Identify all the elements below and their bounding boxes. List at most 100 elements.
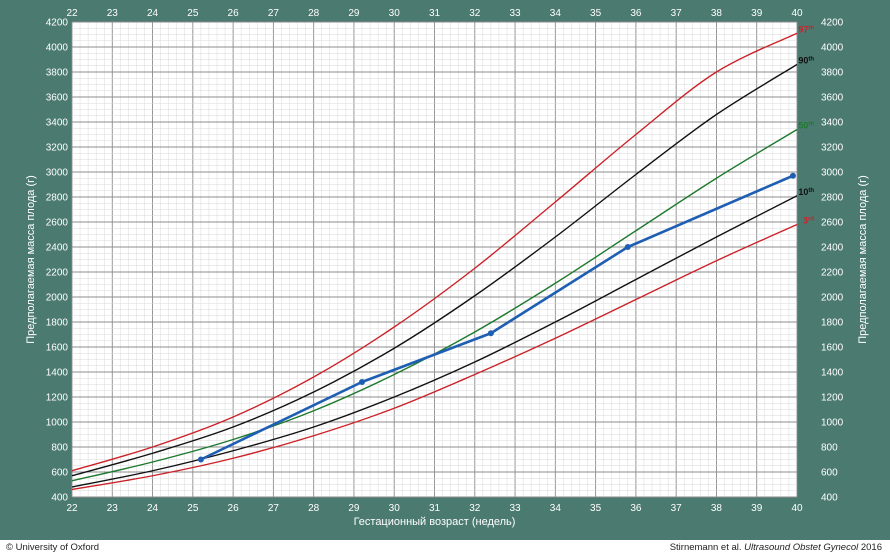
x-tick-label-bottom: 26 — [228, 503, 240, 514]
y-tick-label-left: 4200 — [46, 18, 69, 29]
y-tick-label-left: 1200 — [46, 393, 69, 404]
y-tick-label-left: 3000 — [46, 168, 69, 179]
y-tick-label-right: 3400 — [821, 118, 844, 129]
y-tick-label-right: 4000 — [821, 43, 844, 54]
x-tick-label-bottom: 30 — [389, 503, 401, 514]
grid — [71, 21, 798, 498]
copyright-footer: © University of Oxford — [6, 542, 100, 553]
patient-point — [624, 244, 631, 250]
y-tick-label-left: 1800 — [46, 318, 69, 329]
citation-authors: Stirnemann et al. — [669, 542, 745, 553]
patient-point — [197, 456, 204, 463]
percentile-label-10: 10th — [798, 187, 814, 197]
percentile-curve-97 — [71, 32, 798, 472]
y-tick-label-left: 3800 — [46, 68, 69, 79]
x-tick-label-bottom: 40 — [791, 503, 803, 514]
y-tick-label-left: 3400 — [46, 118, 69, 129]
x-tick-label-bottom: 37 — [671, 503, 683, 514]
citation-year: 2016 — [858, 542, 882, 553]
patient-point — [789, 172, 796, 179]
x-tick-label-top: 40 — [791, 8, 803, 19]
percentile-label-97: 97th — [798, 24, 814, 34]
x-tick-label-top: 27 — [268, 8, 280, 19]
y-tick-label-left: 4000 — [46, 43, 69, 54]
x-tick-label-bottom: 33 — [509, 503, 521, 514]
y-axis-title-left: Предполагаемая масса плода (г) — [25, 175, 37, 344]
y-tick-label-left: 1000 — [46, 418, 69, 429]
x-tick-label-top: 39 — [751, 8, 763, 19]
x-tick-label-bottom: 39 — [751, 503, 763, 514]
x-tick-label-top: 25 — [187, 8, 199, 19]
x-tick-label-top: 26 — [228, 8, 240, 19]
y-tick-label-right: 3600 — [821, 93, 844, 104]
percentile-label-50: 50th — [798, 121, 814, 131]
y-tick-label-left: 2800 — [46, 193, 69, 204]
y-tick-label-left: 800 — [51, 443, 68, 454]
y-tick-label-right: 2800 — [821, 193, 844, 204]
y-tick-label-right: 2600 — [821, 218, 844, 229]
x-tick-label-top: 23 — [107, 8, 119, 19]
y-axis-title-right: Предполагаемая масса плода (г) — [857, 175, 869, 344]
y-tick-label-right: 3000 — [821, 168, 844, 179]
y-tick-label-right: 1200 — [821, 393, 844, 404]
y-tick-label-right: 2400 — [821, 243, 844, 254]
percentile-curve-90 — [71, 63, 798, 477]
percentile-label-3: 3rd — [803, 216, 814, 226]
patient-series — [197, 172, 796, 463]
x-tick-label-bottom: 22 — [66, 503, 78, 514]
y-tick-label-right: 1800 — [821, 318, 844, 329]
x-tick-label-bottom: 23 — [107, 503, 119, 514]
y-tick-label-right: 1600 — [821, 343, 844, 354]
y-tick-label-right: 4200 — [821, 18, 844, 29]
x-tick-label-top: 31 — [429, 8, 441, 19]
x-tick-label-bottom: 36 — [630, 503, 642, 514]
x-axis-title: Гестационный возраст (недель) — [354, 516, 516, 528]
citation-footer: Stirnemann et al. Ultrasound Obstet Gyne… — [670, 542, 882, 553]
x-tick-label-bottom: 31 — [429, 503, 441, 514]
y-tick-label-left: 2200 — [46, 268, 69, 279]
y-tick-label-left: 1400 — [46, 368, 69, 379]
x-tick-label-top: 36 — [630, 8, 642, 19]
chart-svg: 22 22 23 23 24 24 25 25 26 26 27 27 28 28 29 29 30 30 31 31… — [0, 0, 890, 540]
percentile-labels: 3rd 10th 50th 90th 97th — [798, 24, 814, 225]
y-tick-label-right: 800 — [821, 443, 838, 454]
x-tick-label-top: 22 — [66, 8, 78, 19]
x-tick-label-top: 34 — [550, 8, 562, 19]
x-tick-label-bottom: 25 — [187, 503, 199, 514]
y-tick-label-right: 600 — [821, 468, 838, 479]
x-tick-label-bottom: 34 — [550, 503, 562, 514]
x-tick-label-bottom: 35 — [590, 503, 602, 514]
x-tick-label-top: 28 — [308, 8, 320, 19]
citation-journal: Ultrasound Obstet Gynecol — [744, 542, 859, 553]
patient-point — [487, 330, 494, 337]
y-tick-label-left: 1600 — [46, 343, 69, 354]
y-tick-label-left: 400 — [51, 493, 68, 504]
x-tick-label-bottom: 24 — [147, 503, 159, 514]
y-tick-label-right: 400 — [821, 493, 838, 504]
percentile-curve-10 — [71, 195, 798, 488]
x-tick-label-bottom: 29 — [348, 503, 360, 514]
y-tick-label-right: 2200 — [821, 268, 844, 279]
y-tick-label-right: 1400 — [821, 368, 844, 379]
y-tick-label-right: 3200 — [821, 143, 844, 154]
y-tick-label-left: 3600 — [46, 93, 69, 104]
y-tick-label-left: 600 — [51, 468, 68, 479]
x-tick-label-top: 35 — [590, 8, 602, 19]
x-tick-label-bottom: 38 — [711, 503, 723, 514]
y-tick-label-left: 3200 — [46, 143, 69, 154]
y-tick-label-left: 2600 — [46, 218, 69, 229]
x-tick-label-bottom: 27 — [268, 503, 280, 514]
x-tick-label-top: 37 — [671, 8, 683, 19]
x-tick-label-top: 24 — [147, 8, 159, 19]
axes: 22 22 23 23 24 24 25 25 26 26 27 27 28 28 29 29 30 30 31 31… — [46, 8, 844, 514]
y-tick-label-right: 3800 — [821, 68, 844, 79]
x-tick-label-top: 29 — [348, 8, 360, 19]
y-tick-label-right: 1000 — [821, 418, 844, 429]
x-tick-label-top: 30 — [389, 8, 401, 19]
percentile-label-90: 90th — [798, 56, 814, 66]
patient-point — [359, 379, 365, 385]
percentile-curve-3 — [71, 223, 798, 491]
y-tick-label-right: 2000 — [821, 293, 844, 304]
x-tick-label-bottom: 28 — [308, 503, 320, 514]
